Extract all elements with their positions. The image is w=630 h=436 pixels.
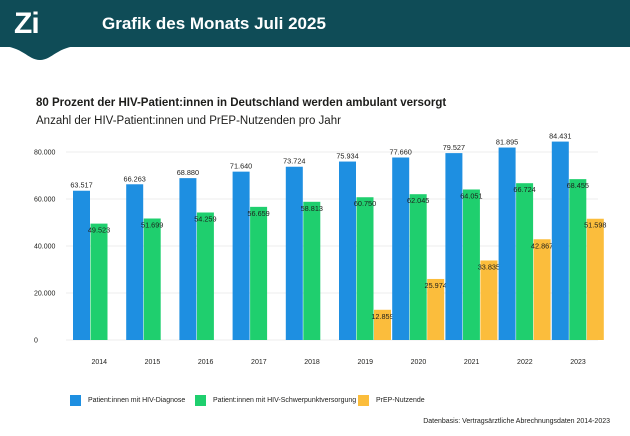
data-label: 77.660 [390,147,412,156]
data-label: 60.750 [354,199,376,208]
bar-prep-2022 [533,239,551,340]
bar-prep-2020 [427,278,445,340]
data-label: 84.431 [549,132,571,141]
bar-schwerpunkt-2019 [356,197,374,340]
data-label: 56.659 [247,209,269,218]
data-label: 68.880 [177,168,199,177]
legend-swatch-diagnose [70,394,81,406]
legend-item-schwerpunkt: Patient:innen mit HIV-Schwerpunktversorg… [195,394,356,406]
data-label: 25.974 [425,281,447,290]
bar-schwerpunkt-2022 [516,183,534,340]
data-label: 49.523 [88,226,110,235]
bar-schwerpunkt-2020 [409,194,427,340]
bar-prep-2023 [586,218,604,340]
bar-diagnose-2023 [551,141,569,340]
data-label: 54.259 [194,214,216,223]
chart-title: 80 Prozent der HIV-Patient:innen in Deut… [36,97,447,109]
bar-diagnose-2018 [285,166,303,340]
bar-schwerpunkt-2017 [250,206,268,340]
legend-label-schwerpunkt: Patient:innen mit HIV-Schwerpunktversorg… [213,396,357,404]
header-bar: Zi Grafik des Monats Juli 2025 [0,0,630,47]
bar-diagnose-2015 [126,184,144,340]
x-tick-label-2018: 2018 [304,359,320,366]
data-label: 42.867 [531,241,553,250]
legend-label-diagnose: Patient:innen mit HIV-Diagnose [88,396,186,404]
bar-chart: 0 20.000 40.000 60.000 80.000 63.517 49.523 201… [34,132,606,366]
header-notch-decoration [0,46,80,60]
y-tick-label: 0 [34,338,38,345]
x-tick-label-2022: 2022 [517,359,533,366]
y-tick-label: 40.000 [34,244,56,251]
y-tick-label: 80.000 [34,150,56,157]
bar-prep-2021 [480,260,498,340]
data-label: 51.699 [141,221,163,230]
x-tick-label-2021: 2021 [464,359,480,366]
bar-diagnose-2021 [445,153,463,340]
data-label: 62.045 [407,196,429,205]
bar-schwerpunkt-2014 [90,223,108,340]
chart-subtitle: Anzahl der HIV-Patient:innen und PrEP-Nu… [36,115,341,127]
data-label: 68.455 [567,181,589,190]
x-tick-label-2023: 2023 [570,359,586,366]
x-tick-label-2020: 2020 [411,359,427,366]
data-label: 66.724 [513,185,535,194]
bar-schwerpunkt-2015 [143,218,161,340]
bar-diagnose-2019 [339,161,356,340]
x-tick-label-2019: 2019 [357,359,373,366]
bar-schwerpunkt-2023 [569,179,587,340]
source-note: Datenbasis: Vertragsärztliche Abrechnung… [423,418,610,425]
bar-schwerpunkt-2018 [303,201,321,340]
y-tick-label: 60.000 [34,197,56,204]
bar-diagnose-2017 [232,171,250,340]
bar-schwerpunkt-2021 [462,189,480,340]
header-title: Grafik des Monats Juli 2025 [102,14,326,33]
data-label: 79.527 [443,143,465,152]
x-tick-label-2014: 2014 [91,359,107,366]
data-label: 33.835 [478,262,500,271]
data-label: 63.517 [70,181,92,190]
bar-diagnose-2016 [179,178,197,340]
y-tick-label: 20.000 [34,291,56,298]
zi-logo: Zi [14,7,40,40]
data-label: 12.859 [371,312,393,321]
x-tick-label-2015: 2015 [145,359,161,366]
bar-prep-2019 [374,309,391,340]
data-label: 73.724 [283,157,305,166]
bar-diagnose-2014 [73,190,90,340]
data-label: 81.895 [496,138,518,147]
data-label: 66.263 [124,174,146,183]
data-label: 75.934 [336,152,358,161]
legend-swatch-prep [358,394,369,406]
legend-item-prep: PrEP-Nutzende [358,394,425,406]
bar-diagnose-2022 [498,147,516,340]
chart-legend: Patient:innen mit HIV-Diagnose Patient:i… [0,394,630,414]
data-label: 71.640 [230,162,252,171]
legend-swatch-schwerpunkt [195,394,206,406]
x-tick-label-2017: 2017 [251,359,267,366]
data-label: 51.598 [584,221,606,230]
bar-diagnose-2020 [392,157,410,340]
legend-item-diagnose: Patient:innen mit HIV-Diagnose [70,394,185,406]
bar-schwerpunkt-2016 [196,212,214,340]
legend-label-prep: PrEP-Nutzende [376,396,425,404]
data-label: 64.051 [460,191,482,200]
data-label: 58.813 [301,204,323,213]
x-tick-label-2016: 2016 [198,359,214,366]
